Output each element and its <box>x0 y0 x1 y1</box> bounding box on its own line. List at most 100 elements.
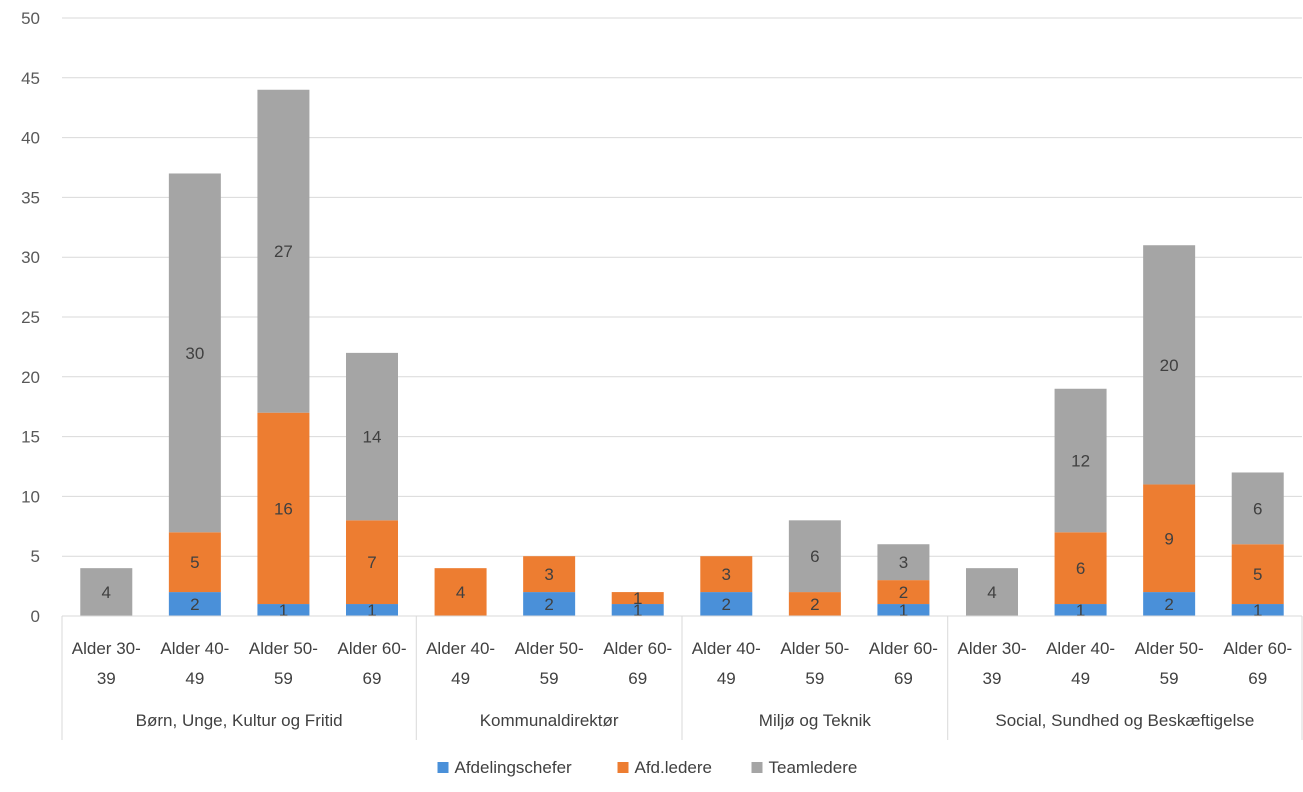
x-tick-label: 49 <box>185 669 204 688</box>
bar-segment-afdelingschefer <box>168 592 221 616</box>
bar-segment-afd-ledere <box>346 520 398 605</box>
x-tick-label: Alder 30- <box>958 639 1027 658</box>
data-label-afdelingschefer: 1 <box>1076 601 1085 620</box>
data-label-teamledere: 14 <box>363 428 382 447</box>
x-tick-label: 49 <box>451 669 470 688</box>
data-label-teamledere: 6 <box>810 547 819 566</box>
y-tick-label-10: 10 <box>21 487 40 506</box>
data-label-afd-ledere: 2 <box>899 583 908 602</box>
bar-segment-afdelingschefer <box>1143 592 1196 616</box>
x-tick-label: 69 <box>1248 669 1267 688</box>
x-tick-label: 59 <box>540 669 559 688</box>
y-tick-label-0: 0 <box>31 607 40 626</box>
bar-segment-teamledere <box>1054 388 1107 533</box>
data-label-teamledere: 4 <box>987 583 996 602</box>
x-tick-label: Alder 40- <box>1046 639 1115 658</box>
bar-segment-afdelingschefer <box>257 604 310 616</box>
x-tick-label: Alder 60- <box>1223 639 1292 658</box>
x-tick-label: Alder 50- <box>249 639 318 658</box>
bar-segment-afd-ledere <box>523 556 576 593</box>
data-label-teamledere: 4 <box>102 583 111 602</box>
bar-segment-teamledere <box>1231 472 1284 545</box>
bar-segment-afd-ledere <box>257 412 310 605</box>
data-label-afd-ledere: 5 <box>190 553 199 572</box>
x-tick-label: 39 <box>983 669 1002 688</box>
legend-swatch-teamledere <box>751 762 763 773</box>
data-label-teamledere: 20 <box>1160 356 1179 375</box>
x-tick-label: 59 <box>805 669 824 688</box>
x-tick-label: 69 <box>894 669 913 688</box>
bar-segment-teamledere <box>877 544 930 581</box>
y-tick-label-20: 20 <box>21 368 40 387</box>
data-label-afdelingschefer: 1 <box>367 601 376 620</box>
group-label: Social, Sundhed og Beskæftigelse <box>995 711 1254 730</box>
legend-swatch-afd-ledere <box>617 762 629 773</box>
data-label-afdelingschefer: 1 <box>1253 601 1262 620</box>
bar-segment-afd-ledere <box>700 556 753 593</box>
x-tick-label: Alder 60- <box>338 639 407 658</box>
bar-segment-afdelingschefer <box>346 604 398 616</box>
group-label: Kommunaldirektør <box>480 711 619 730</box>
x-tick-label: Alder 40- <box>426 639 495 658</box>
bar-segment-afd-ledere <box>788 592 841 616</box>
x-tick-label: Alder 50- <box>1135 639 1204 658</box>
data-label-afd-ledere: 7 <box>367 553 376 572</box>
legend-label-afd-ledere: Afd.ledere <box>635 758 713 777</box>
bar-segment-afdelingschefer <box>523 592 576 616</box>
y-tick-label-5: 5 <box>31 547 40 566</box>
data-label-teamledere: 12 <box>1071 452 1090 471</box>
data-label-afd-ledere: 5 <box>1253 565 1262 584</box>
x-tick-label: 39 <box>97 669 116 688</box>
bar-segment-teamledere <box>80 568 133 616</box>
data-label-teamledere: 30 <box>185 344 204 363</box>
data-label-afd-ledere: 3 <box>722 565 731 584</box>
data-label-afd-ledere: 2 <box>810 595 819 614</box>
data-label-afdelingschefer: 1 <box>633 601 642 620</box>
data-label-teamledere: 27 <box>274 242 293 261</box>
y-tick-label-45: 45 <box>21 69 40 88</box>
y-tick-label-25: 25 <box>21 308 40 327</box>
legend-swatch-afdelingschefer <box>437 762 449 773</box>
x-tick-label: Alder 30- <box>72 639 141 658</box>
bar-segment-afd-ledere <box>168 532 221 593</box>
y-tick-label-50: 50 <box>21 9 40 28</box>
x-tick-label: Alder 60- <box>603 639 672 658</box>
x-tick-label: 49 <box>717 669 736 688</box>
bar-segment-afd-ledere <box>434 568 487 616</box>
x-tick-label: 59 <box>1160 669 1179 688</box>
bar-segment-teamledere <box>346 352 398 521</box>
data-label-afd-ledere: 3 <box>544 565 553 584</box>
bar-segment-teamledere <box>1143 245 1196 485</box>
data-label-afd-ledere: 1 <box>633 589 642 608</box>
data-label-afd-ledere: 9 <box>1164 529 1173 548</box>
data-label-afd-ledere: 6 <box>1076 559 1085 578</box>
bar-segment-teamledere <box>168 173 221 533</box>
data-label-afdelingschefer: 2 <box>190 595 199 614</box>
bar-segment-afdelingschefer <box>877 604 930 616</box>
x-tick-label: 59 <box>274 669 293 688</box>
data-label-afdelingschefer: 2 <box>722 595 731 614</box>
data-label-afdelingschefer: 2 <box>1164 595 1173 614</box>
group-label: Miljø og Teknik <box>759 711 872 730</box>
bar-segment-afdelingschefer <box>611 604 664 616</box>
bar-segment-afdelingschefer <box>1054 604 1107 616</box>
legend-label-teamledere: Teamledere <box>769 758 858 777</box>
bar-segment-afd-ledere <box>1231 544 1284 605</box>
bar-segment-teamledere <box>788 520 841 593</box>
data-label-afdelingschefer: 1 <box>279 601 288 620</box>
data-label-afdelingschefer: 2 <box>544 595 553 614</box>
y-tick-label-30: 30 <box>21 248 40 267</box>
y-tick-label-35: 35 <box>21 188 40 207</box>
y-tick-label-40: 40 <box>21 129 40 148</box>
x-tick-label: 69 <box>363 669 382 688</box>
bar-segment-afd-ledere <box>1143 484 1196 593</box>
bar-segment-afd-ledere <box>1054 532 1107 605</box>
bar-segment-teamledere <box>966 568 1018 616</box>
bar-segment-afdelingschefer <box>700 592 753 616</box>
data-label-afdelingschefer: 1 <box>899 601 908 620</box>
x-tick-label: 69 <box>628 669 647 688</box>
data-label-teamledere: 3 <box>899 553 908 572</box>
bar-segment-afd-ledere <box>611 592 664 605</box>
